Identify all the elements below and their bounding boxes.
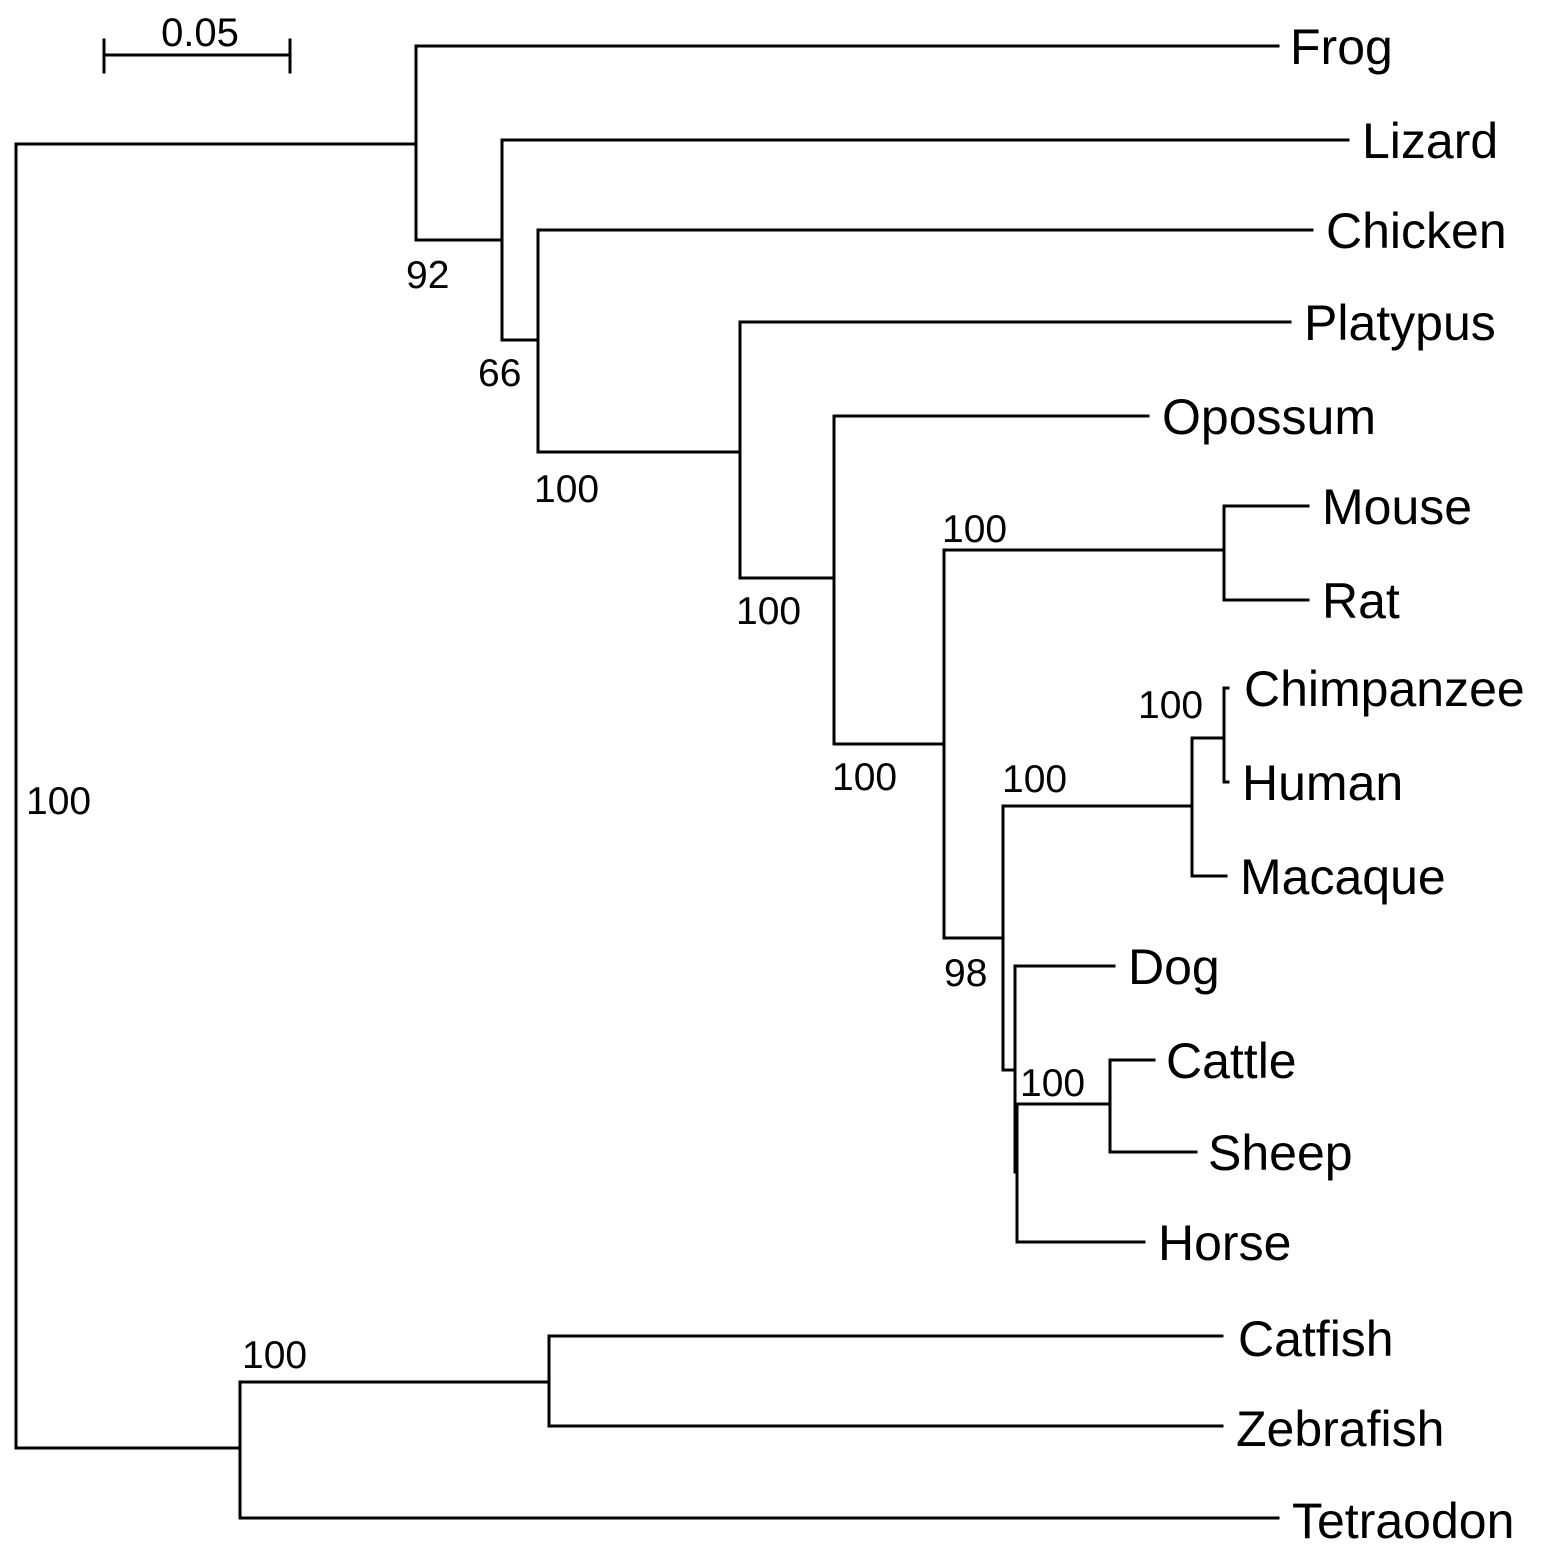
tree-branches — [14, 44, 1350, 1520]
taxon-catfish: Catfish — [1238, 1311, 1394, 1367]
taxon-human: Human — [1242, 755, 1403, 811]
scale-bar: 0.05 — [102, 11, 292, 74]
support-birds-mammals: 100 — [534, 468, 599, 511]
support-mammals: 100 — [736, 590, 801, 633]
taxon-mouse: Mouse — [1322, 479, 1472, 535]
taxon-platypus: Platypus — [1304, 295, 1496, 351]
support-tetrapods: 92 — [406, 254, 449, 297]
support-rodents: 100 — [942, 508, 1007, 551]
support-amniotes: 66 — [478, 352, 521, 395]
taxon-rat: Rat — [1322, 573, 1400, 629]
scale-bar-label: 0.05 — [161, 11, 239, 55]
taxon-cattle: Cattle — [1166, 1033, 1297, 1089]
support-apes: 100 — [1138, 684, 1203, 727]
taxon-zebrafish: Zebrafish — [1236, 1401, 1444, 1457]
taxon-labels: Frog Lizard Chicken Platypus Opossum Mou… — [1128, 19, 1525, 1549]
support-fishes: 100 — [242, 1334, 307, 1377]
taxon-frog: Frog — [1290, 19, 1393, 75]
support-placentals: 98 — [944, 952, 987, 995]
support-root: 100 — [26, 780, 91, 823]
taxon-tetraodon: Tetraodon — [1292, 1493, 1514, 1549]
taxon-chicken: Chicken — [1326, 203, 1507, 259]
support-ruminants: 100 — [1020, 1062, 1085, 1105]
taxon-chimpanzee: Chimpanzee — [1244, 661, 1525, 717]
support-therians: 100 — [832, 756, 897, 799]
taxon-lizard: Lizard — [1362, 113, 1498, 169]
taxon-dog: Dog — [1128, 939, 1220, 995]
support-primates: 100 — [1002, 758, 1067, 801]
taxon-sheep: Sheep — [1208, 1125, 1353, 1181]
support-values: 100 92 66 100 100 100 98 100 100 100 100… — [26, 254, 1203, 1377]
taxon-horse: Horse — [1158, 1215, 1291, 1271]
taxon-macaque: Macaque — [1240, 849, 1446, 905]
taxon-opossum: Opossum — [1162, 389, 1376, 445]
